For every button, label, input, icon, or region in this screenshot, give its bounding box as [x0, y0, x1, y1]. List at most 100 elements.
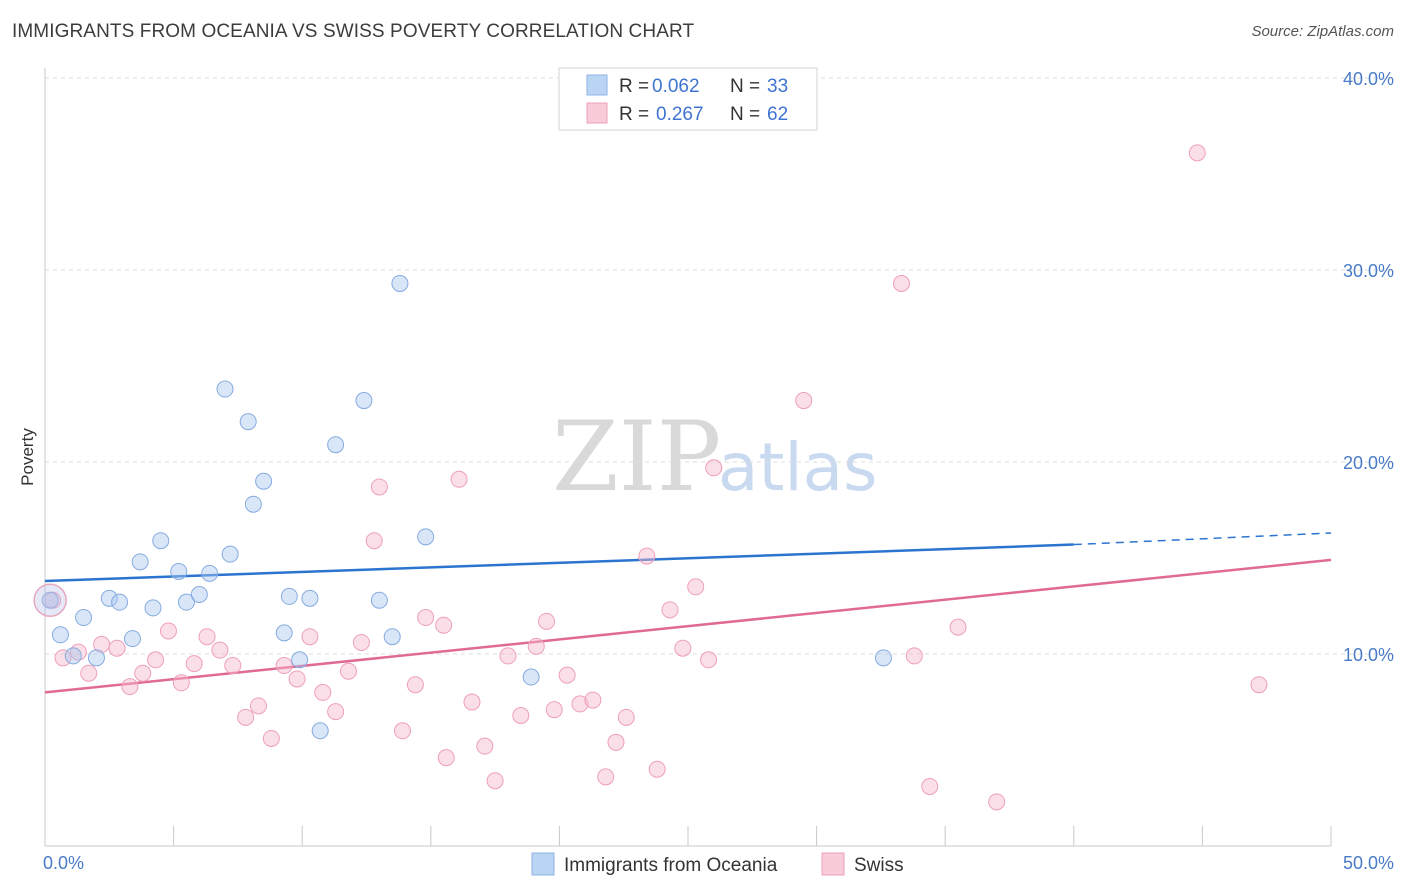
y-tick-label: 10.0%: [1343, 645, 1394, 665]
point-swiss: [80, 664, 98, 682]
point-swiss: [538, 612, 556, 630]
point-oceania: [51, 626, 69, 644]
legend-swatch-swiss: [586, 102, 608, 124]
point-swiss: [435, 616, 453, 634]
point-oceania: [370, 591, 388, 609]
point-swiss: [211, 641, 229, 659]
point-oceania: [123, 630, 141, 648]
point-oceania: [131, 553, 149, 571]
legend: R = 0.062 N = 33 R = 0.267 N = 62: [558, 67, 818, 131]
point-swiss: [988, 793, 1006, 811]
watermark-zip: ZIP: [552, 401, 721, 513]
point-oceania: [275, 624, 293, 642]
point-swiss: [437, 749, 455, 767]
point-swiss: [545, 701, 563, 719]
point-cluster: [33, 583, 67, 617]
point-swiss: [648, 760, 666, 778]
point-oceania: [239, 413, 257, 431]
point-swiss: [108, 639, 126, 657]
point-oceania: [244, 495, 262, 513]
point-oceania: [100, 589, 118, 607]
point-oceania: [216, 380, 234, 398]
point-oceania: [522, 668, 540, 686]
point-oceania: [874, 649, 892, 667]
point-swiss: [121, 678, 139, 696]
point-swiss: [638, 547, 656, 565]
point-swiss: [892, 274, 910, 292]
point-swiss: [705, 459, 723, 477]
point-oceania: [391, 274, 409, 292]
x-tick-label: 50.0%: [1343, 853, 1394, 873]
bottom-legend-swatch-swiss: [821, 852, 845, 876]
bottom-legend-swatch-oceania: [531, 852, 555, 876]
point-swiss: [314, 683, 332, 701]
point-swiss: [795, 392, 813, 410]
point-swiss: [512, 706, 530, 724]
point-swiss: [370, 478, 388, 496]
point-swiss: [527, 637, 545, 655]
point-oceania: [311, 722, 329, 740]
trend-lines: [44, 532, 1332, 694]
point-swiss: [617, 708, 635, 726]
point-swiss: [476, 737, 494, 755]
point-swiss: [185, 655, 203, 673]
point-swiss: [275, 657, 293, 675]
point-swiss: [700, 651, 718, 669]
grid: [45, 77, 1394, 655]
chart-title: IMMIGRANTS FROM OCEANIA VS SWISS POVERTY…: [12, 21, 695, 42]
bottom-legend: Immigrants from Oceania Swiss: [531, 852, 904, 876]
point-swiss: [147, 651, 165, 669]
data-points: [33, 144, 1268, 811]
point-oceania: [417, 528, 435, 546]
point-oceania: [280, 587, 298, 605]
legend-n-value-oceania: 33: [767, 76, 788, 97]
y-tick-label: 20.0%: [1343, 453, 1394, 473]
point-swiss: [463, 693, 481, 711]
point-swiss: [172, 674, 190, 692]
point-oceania: [291, 651, 309, 669]
point-swiss: [301, 628, 319, 646]
point-swiss: [1250, 676, 1268, 694]
point-oceania: [255, 472, 273, 490]
point-swiss: [327, 703, 345, 721]
point-swiss: [262, 729, 280, 747]
point-swiss: [249, 697, 267, 715]
legend-r-value-swiss: 0.267: [656, 104, 704, 125]
point-swiss: [486, 772, 504, 790]
y-tick-label: 30.0%: [1343, 261, 1394, 281]
point-swiss: [1188, 144, 1206, 162]
point-oceania: [87, 649, 105, 667]
point-swiss: [558, 666, 576, 684]
point-oceania: [355, 392, 373, 410]
point-swiss: [597, 768, 615, 786]
point-swiss: [159, 622, 177, 640]
chart-source: Source: ZipAtlas.com: [1251, 23, 1394, 40]
point-swiss: [607, 733, 625, 751]
legend-r-label-swiss: R =: [619, 104, 649, 125]
legend-n-label-oceania: N =: [730, 76, 760, 97]
point-oceania: [170, 562, 188, 580]
point-swiss: [687, 578, 705, 596]
point-swiss: [417, 609, 435, 627]
point-oceania: [177, 593, 195, 611]
point-swiss: [905, 647, 923, 665]
point-oceania: [144, 599, 162, 617]
x-tick-label: 0.0%: [43, 853, 84, 873]
point-swiss: [365, 532, 383, 550]
point-swiss: [288, 670, 306, 688]
point-swiss: [339, 662, 357, 680]
point-swiss: [921, 777, 939, 795]
point-oceania: [221, 545, 239, 563]
legend-r-label-oceania: R =: [619, 76, 649, 97]
point-swiss: [661, 601, 679, 619]
point-oceania: [301, 589, 319, 607]
point-swiss: [674, 639, 692, 657]
point-oceania: [111, 593, 129, 611]
point-swiss: [949, 618, 967, 636]
axes: [44, 68, 1332, 847]
legend-n-label-swiss: N =: [730, 104, 760, 125]
trend-line-oceania: [44, 543, 1074, 583]
legend-n-value-swiss: 62: [767, 104, 788, 125]
bottom-legend-label-swiss: Swiss: [854, 855, 904, 876]
